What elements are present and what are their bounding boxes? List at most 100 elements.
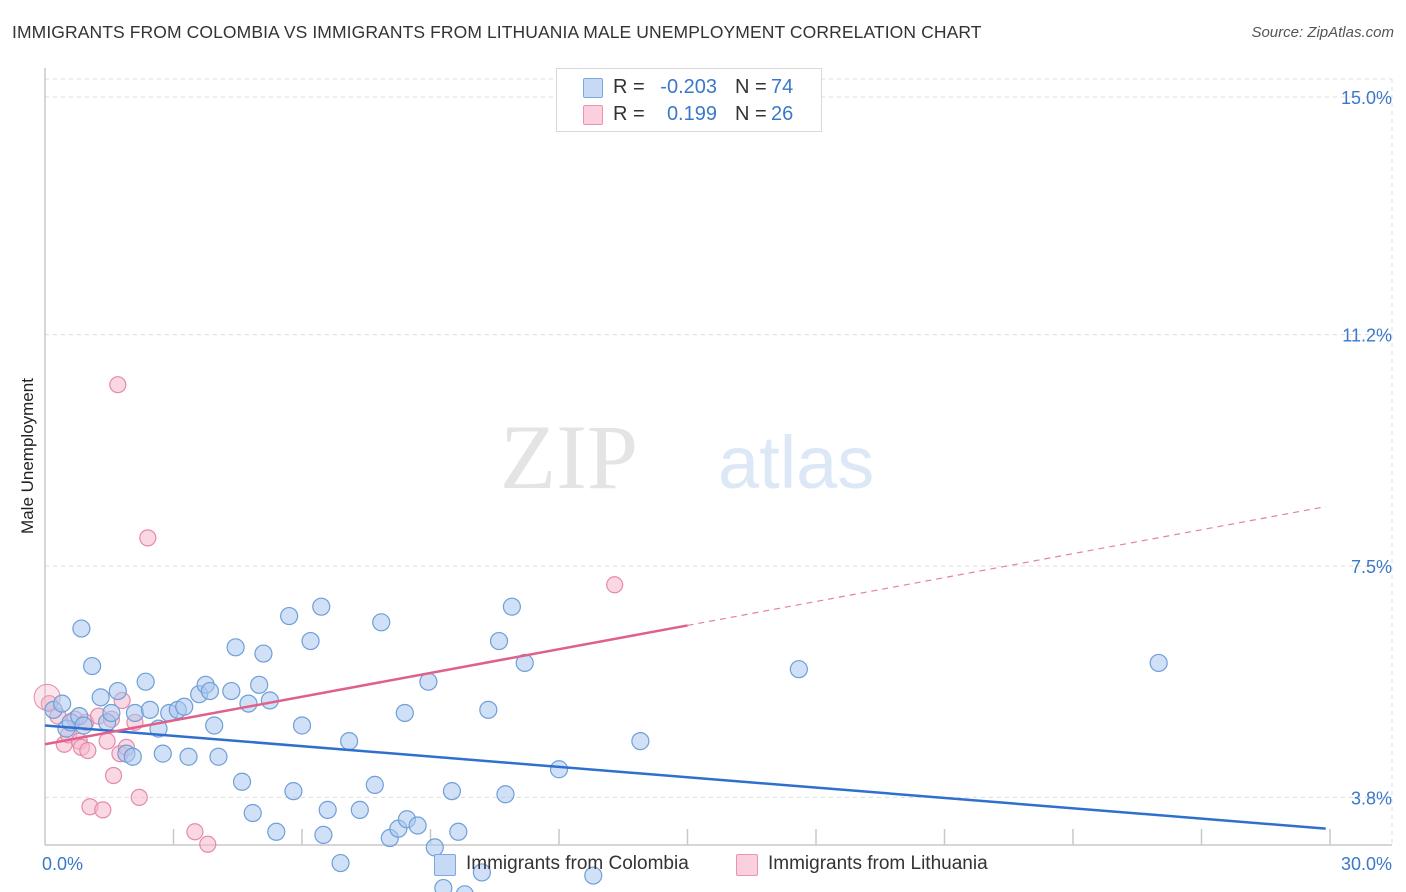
colombia-point xyxy=(489,631,509,651)
colombia-point xyxy=(340,732,359,751)
colombia-point xyxy=(226,638,245,657)
legend-row-lithuania: R = 0.199 N = 26 xyxy=(557,101,821,127)
colombia-point xyxy=(179,747,198,766)
colombia-trend-line xyxy=(44,724,1326,830)
lithuania-point xyxy=(139,529,157,547)
colombia-point xyxy=(108,681,127,701)
lithuania-point xyxy=(104,766,123,785)
colombia-point xyxy=(284,782,303,801)
y-tick-label: 3.8% xyxy=(1351,788,1392,808)
colombia-point xyxy=(125,703,145,723)
lithuania-trend-extension xyxy=(687,506,1326,627)
colombia-point xyxy=(267,822,286,841)
r-label: R = xyxy=(613,103,645,125)
colombia-point xyxy=(312,597,331,616)
r-value: 0.199 xyxy=(666,103,717,125)
colombia-point xyxy=(496,785,515,804)
colombia-point xyxy=(479,700,498,719)
colombia-point xyxy=(789,660,808,679)
colombia-point xyxy=(1149,653,1168,673)
chart-title: IMMIGRANTS FROM COLOMBIA VS IMMIGRANTS F… xyxy=(12,22,982,42)
watermark-zip: ZIP xyxy=(500,406,638,508)
colombia-point xyxy=(53,694,72,713)
n-label: N = xyxy=(735,76,767,98)
colombia-point xyxy=(140,700,160,719)
colombia-point xyxy=(455,885,474,892)
source-label: Source: ZipAtlas.com xyxy=(1251,24,1394,41)
lithuania-point xyxy=(186,823,204,841)
colombia-point xyxy=(631,732,650,751)
colombia-point xyxy=(222,681,241,701)
colombia-point xyxy=(74,716,93,735)
trend-lines xyxy=(44,506,1326,830)
colombia-swatch xyxy=(583,78,603,98)
colombia-point xyxy=(331,853,350,873)
lithuania-point xyxy=(79,741,97,760)
colombia-point xyxy=(123,747,142,766)
colombia-point xyxy=(372,613,391,632)
series-legend: Immigrants from Colombia Immigrants from… xyxy=(0,852,1406,878)
lithuania-point xyxy=(98,732,116,750)
colombia-point xyxy=(365,775,384,794)
colombia-point xyxy=(72,619,91,638)
legend-label-colombia: Immigrants from Colombia xyxy=(466,853,689,874)
colombia-point xyxy=(243,803,262,823)
x-tick-label: 30.0% xyxy=(1341,854,1392,874)
colombia-point xyxy=(83,656,102,676)
colombia-point xyxy=(442,782,462,801)
r-label: R = xyxy=(613,76,645,98)
colombia-point xyxy=(254,644,273,663)
n-label: N = xyxy=(735,103,767,125)
colombia-point xyxy=(239,694,258,713)
colombia-point xyxy=(232,772,252,791)
n-value: 26 xyxy=(771,103,794,125)
y-tick-label: 11.2% xyxy=(1342,326,1392,346)
lithuania-trend-line xyxy=(44,624,688,746)
tick-labels: 3.8% 7.5% 11.2% 15.0% 0.0% 30.0% xyxy=(42,88,1392,874)
correlation-legend: R = -0.203 N = 74 R = 0.199 N = 26 xyxy=(556,68,822,132)
colombia-point xyxy=(350,800,369,819)
colombia-point xyxy=(102,703,121,723)
lithuania-legend-swatch xyxy=(736,854,758,876)
colombia-point xyxy=(318,800,337,819)
colombia-point xyxy=(175,697,194,716)
x-tick-label: 0.0% xyxy=(42,854,83,874)
colombia-point xyxy=(280,606,299,626)
n-value: 74 xyxy=(771,76,794,98)
lithuania-point xyxy=(94,801,112,819)
colombia-point xyxy=(250,675,269,694)
watermark-atlas: atlas xyxy=(718,421,874,504)
lithuania-swatch xyxy=(583,105,603,125)
colombia-point xyxy=(153,744,172,763)
colombia-point xyxy=(200,681,220,701)
lithuania-point xyxy=(199,835,217,853)
colombia-legend-swatch xyxy=(434,854,456,876)
colombia-point xyxy=(395,703,414,723)
y-tick-label: 15.0% xyxy=(1341,88,1392,108)
colombia-point xyxy=(136,672,155,691)
lithuania-point xyxy=(109,376,127,394)
lithuania-point xyxy=(606,576,624,594)
colombia-point xyxy=(434,878,453,892)
legend-label-lithuania: Immigrants from Lithuania xyxy=(768,853,988,874)
y-tick-label: 7.5% xyxy=(1351,557,1392,577)
lithuania-point xyxy=(130,788,148,806)
watermark: ZIP atlas xyxy=(500,406,874,508)
colombia-point xyxy=(502,597,521,616)
r-value: -0.203 xyxy=(660,76,717,98)
colombia-point xyxy=(209,747,228,766)
colombia-point xyxy=(301,631,320,651)
colombia-point xyxy=(419,672,438,691)
colombia-point xyxy=(584,866,603,885)
colombia-point xyxy=(205,716,224,735)
colombia-point xyxy=(472,863,491,882)
colombia-point xyxy=(314,825,333,845)
colombia-point xyxy=(408,816,427,835)
legend-row-colombia: R = -0.203 N = 74 xyxy=(557,74,821,100)
axes xyxy=(44,68,1392,846)
colombia-point xyxy=(292,716,312,735)
colombia-point xyxy=(449,822,468,841)
colombia-points xyxy=(44,597,1168,892)
colombia-point xyxy=(549,760,569,779)
